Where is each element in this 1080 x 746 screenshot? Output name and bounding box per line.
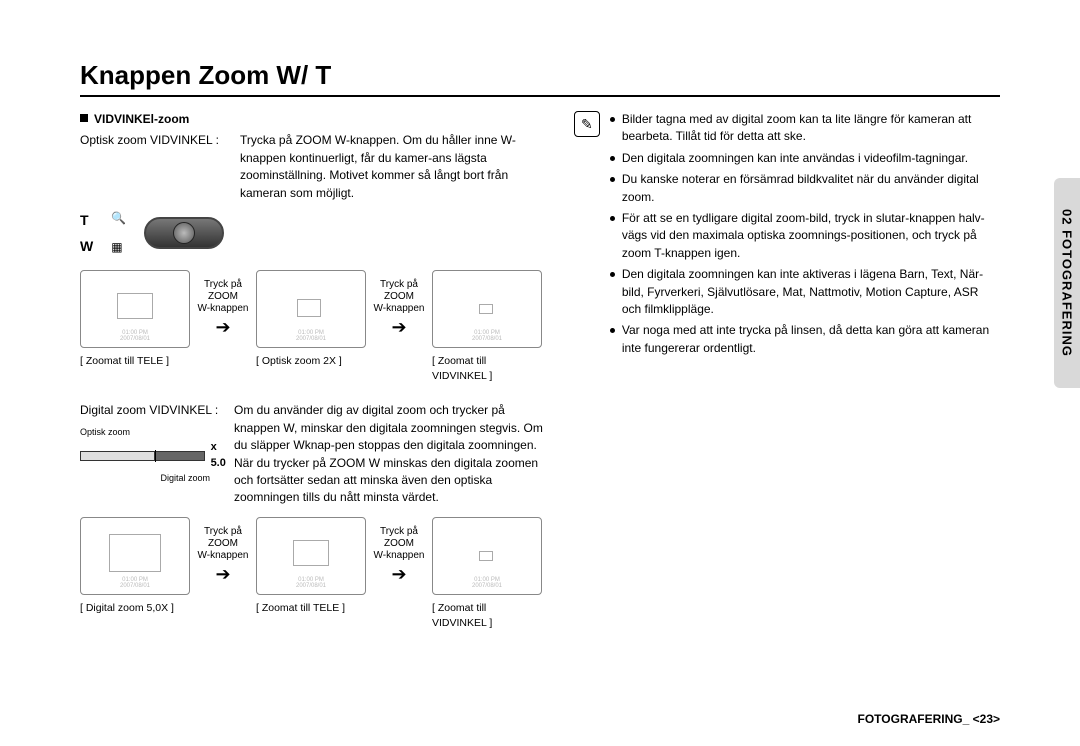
w-button-text-1a: W-knappen (198, 303, 249, 314)
vidvinkel-heading: VIDVINKEl-zoom (80, 111, 546, 128)
press-zoom-text-1a: Tryck på ZOOM (204, 279, 242, 302)
page-title: Knappen Zoom W/ T (80, 60, 1000, 97)
grid-icon: ▦ (111, 239, 126, 256)
digital-zoom-label: Digital zoom VIDVINKEL : (80, 403, 218, 417)
w-button-text-2b: W-knappen (374, 550, 425, 561)
note-item: Du kanske noterar en försämrad bildkvali… (610, 171, 1000, 206)
screen-tele-2: 01:00 PM2007/08/01 (256, 517, 366, 595)
zoom-button-illustration: T W 🔍 ▦ (80, 210, 546, 256)
w-button-text-2a: W-knappen (198, 550, 249, 561)
note-item: Bilder tagna med av digital zoom kan ta … (610, 111, 1000, 146)
w-label: W (80, 236, 93, 256)
optical-zoom-label: Optisk zoom VIDVINKEL : (80, 132, 240, 202)
page-footer: FOTOGRAFERING_ <23> (858, 712, 1000, 726)
arrow-right-icon: ➔ (369, 564, 429, 586)
screen-2x: 01:00 PM2007/08/01 (256, 270, 366, 348)
note-icon: ✎ (574, 111, 600, 137)
caption-row-2: [ Digital zoom 5,0X ] [ Zoomat till TELE… (80, 601, 546, 631)
note-list: Bilder tagna med av digital zoom kan ta … (610, 111, 1000, 361)
note-item: För att se en tydligare digital zoom-bil… (610, 210, 1000, 262)
digital-zoom-text: Om du använder dig av digital zoom och t… (234, 402, 546, 506)
zoom-bar-diagram: Optisk zoom x 5.0 Digital zoom (80, 426, 234, 485)
press-zoom-text-2b: Tryck på ZOOM (380, 526, 418, 549)
optical-zoom-text: Trycka på ZOOM W-knappen. Om du håller i… (240, 132, 546, 202)
side-tab-label: 02 FOTOGRAFERING (1060, 209, 1075, 357)
screen-wide: 01:00 PM2007/08/01 (432, 270, 542, 348)
arrow-right-icon: ➔ (193, 317, 253, 339)
note-item: Den digitala zoomningen kan inte aktiver… (610, 266, 1000, 318)
screen-row-1: 01:00 PM2007/08/01 Tryck på ZOOM W-knapp… (80, 270, 546, 348)
press-zoom-text-1b: Tryck på ZOOM (380, 279, 418, 302)
left-column: VIDVINKEl-zoom Optisk zoom VIDVINKEL : T… (80, 111, 546, 649)
screen-wide-2: 01:00 PM2007/08/01 (432, 517, 542, 595)
note-item: Den digitala zoomningen kan inte använda… (610, 150, 1000, 167)
screen-tele: 01:00 PM2007/08/01 (80, 270, 190, 348)
screen-row-2: 01:00 PM2007/08/01 Tryck på ZOOM W-knapp… (80, 517, 546, 595)
side-tab: 02 FOTOGRAFERING (1054, 178, 1080, 388)
right-column: ✎ Bilder tagna med av digital zoom kan t… (574, 111, 1000, 649)
t-label: T (80, 210, 93, 230)
note-item: Var noga med att inte trycka på linsen, … (610, 322, 1000, 357)
screen-digital5x: 01:00 PM2007/08/01 (80, 517, 190, 595)
press-zoom-text-2a: Tryck på ZOOM (204, 526, 242, 549)
magnify-icon: 🔍 (111, 210, 126, 227)
zoom-rocker (144, 217, 224, 249)
arrow-right-icon: ➔ (369, 317, 429, 339)
arrow-right-icon: ➔ (193, 564, 253, 586)
w-button-text-1b: W-knappen (374, 303, 425, 314)
caption-row-1: [ Zoomat till TELE ] [ Optisk zoom 2X ] … (80, 354, 546, 384)
